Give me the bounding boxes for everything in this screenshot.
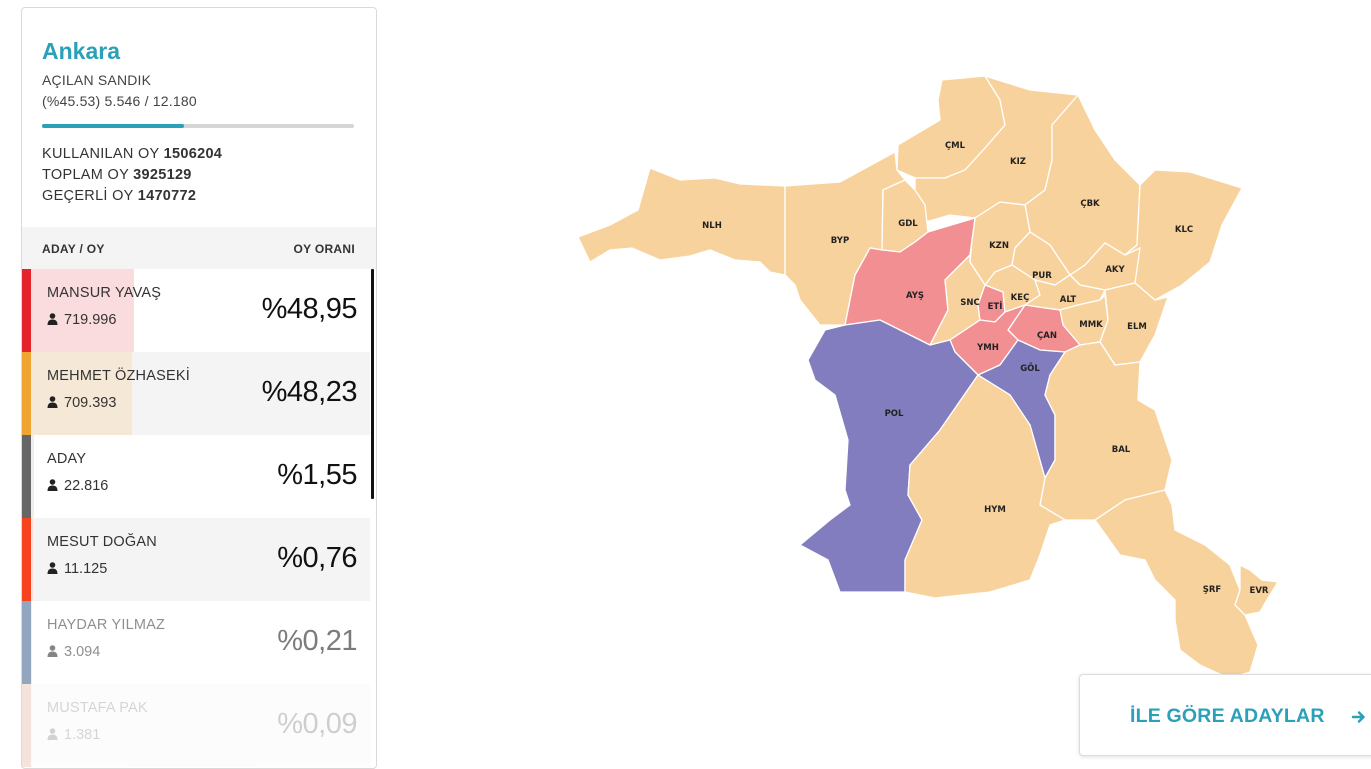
district-label: ŞRF	[1203, 585, 1222, 595]
district-shapes	[578, 76, 1278, 678]
district-label: ÇBK	[1080, 199, 1100, 209]
district-label: POL	[885, 409, 904, 419]
district-label: NLH	[702, 221, 722, 231]
district-label: PUR	[1032, 271, 1052, 281]
district-label: KZN	[989, 241, 1009, 251]
district-label: BAL	[1112, 445, 1131, 455]
arrow-right-icon	[1352, 710, 1366, 724]
district-label: GÖL	[1020, 363, 1040, 374]
district-label: KEÇ	[1011, 293, 1030, 303]
cta-label: İLE GÖRE ADAYLAR	[1130, 705, 1325, 728]
district-label: AKY	[1105, 265, 1125, 275]
district-label: GDL	[898, 219, 918, 229]
district-label: ELM	[1127, 322, 1147, 332]
district-label: YMH	[976, 343, 999, 353]
district-label: ÇML	[945, 141, 966, 151]
district-label: EVR	[1250, 586, 1269, 596]
district-label: KIZ	[1010, 157, 1026, 167]
district-label: SNC	[960, 298, 979, 308]
district-label: AYŞ	[906, 291, 924, 301]
district-label: HYM	[984, 505, 1006, 515]
district-label: KLC	[1175, 225, 1193, 235]
district-nlh	[578, 168, 785, 275]
district-label: ÇAN	[1037, 331, 1057, 341]
district-label: MMK	[1079, 320, 1103, 330]
district-label: ALT	[1060, 295, 1077, 305]
district-label: BYP	[831, 236, 849, 246]
candidates-by-province-button[interactable]: İLE GÖRE ADAYLAR	[1079, 674, 1371, 756]
district-klc	[1125, 170, 1242, 300]
district-label: ETİ	[988, 301, 1003, 312]
district-srf	[1095, 490, 1258, 678]
